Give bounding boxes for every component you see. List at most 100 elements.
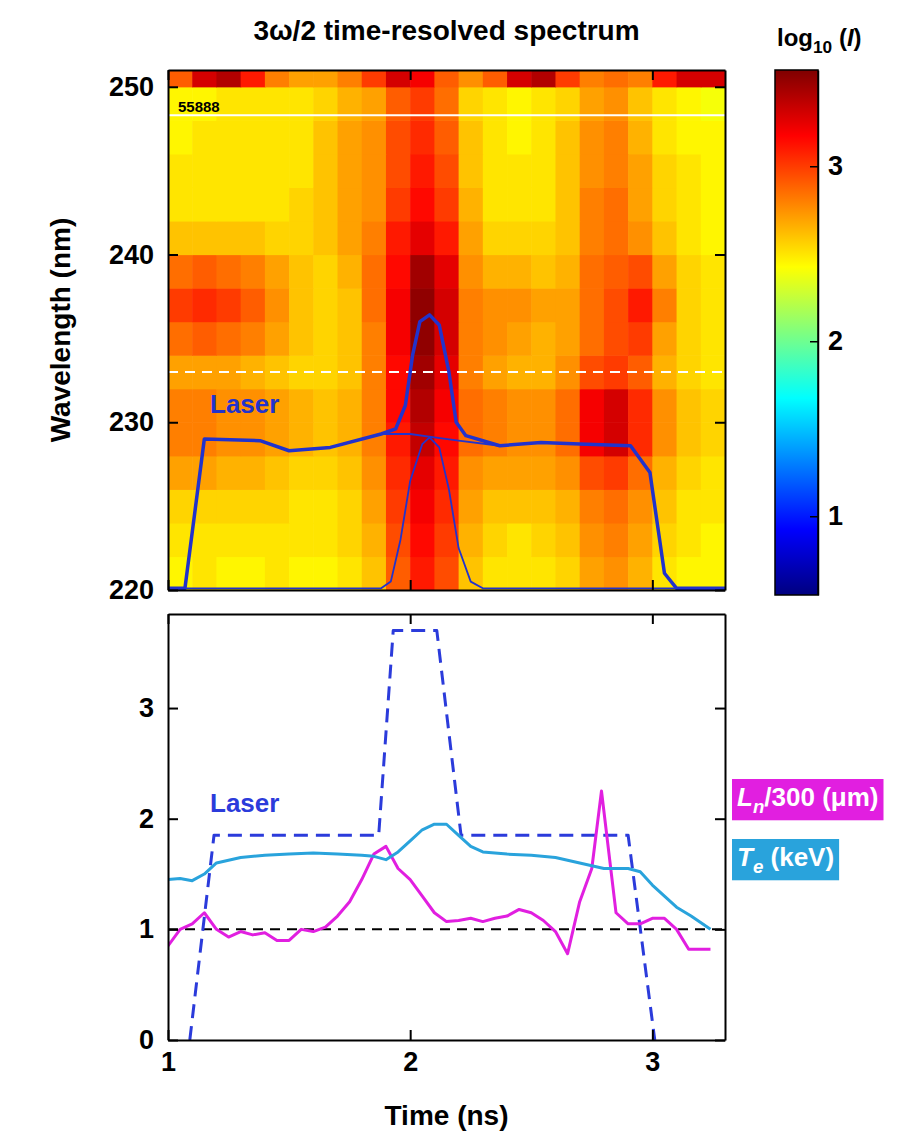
heatmap-cell	[628, 489, 653, 523]
heatmap-cell	[168, 255, 193, 289]
heatmap-cell	[168, 456, 193, 490]
heatmap-cell	[580, 288, 605, 322]
heatmap-cell	[313, 456, 338, 490]
tick: 250	[109, 72, 178, 102]
series-label: Laser	[210, 788, 279, 818]
heatmap-cell	[483, 288, 508, 322]
heatmap-cell	[362, 322, 387, 356]
heatmap-cell	[313, 154, 338, 188]
series-line	[168, 315, 725, 588]
tick-label: 240	[109, 240, 154, 270]
heatmap-cell	[168, 221, 193, 255]
heatmap-cell	[289, 154, 314, 188]
heatmap-cell	[628, 422, 653, 456]
heatmap-cell	[386, 187, 411, 221]
heatmap-cell	[313, 288, 338, 322]
heatmap-cell	[434, 556, 459, 590]
heatmap-cell	[168, 288, 193, 322]
series-label: Te (keV)	[732, 839, 839, 880]
heatmap-cell	[241, 523, 266, 557]
heatmap-cell	[362, 523, 387, 557]
heatmap-cell	[241, 556, 266, 590]
heatmap-cell	[241, 255, 266, 289]
heatmap-cell	[459, 523, 484, 557]
tick	[652, 70, 653, 80]
heatmap-cell	[531, 154, 556, 188]
series-label-text: Laser	[210, 788, 279, 818]
heatmap-cell	[241, 120, 266, 154]
tick: 2	[403, 1030, 418, 1077]
heatmap-cell	[531, 255, 556, 289]
heatmap-cell	[386, 154, 411, 188]
axis-xticks: 123	[161, 1030, 726, 1077]
heatmap-cell	[604, 556, 629, 590]
tick-label: 3	[828, 151, 843, 181]
heatmap-cell	[265, 70, 290, 87]
heatmap-cell	[701, 221, 725, 255]
heatmap-cell	[338, 255, 363, 289]
tick	[715, 422, 725, 423]
tick	[715, 87, 725, 88]
axis-xticks	[169, 614, 726, 624]
heatmap-cell	[555, 154, 580, 188]
heatmap-cell	[168, 120, 193, 154]
heatmap-cell	[265, 456, 290, 490]
tick-label: 220	[109, 575, 154, 605]
tick-mark	[715, 254, 725, 256]
heatmap-cell	[483, 154, 508, 188]
heatmap-cell	[459, 187, 484, 221]
tick	[410, 614, 411, 624]
heatmap-cell	[628, 187, 653, 221]
axis-yticks	[715, 615, 726, 1041]
heatmap-cell	[555, 389, 580, 423]
tick-mark	[410, 614, 412, 624]
axis-xticks	[169, 580, 726, 591]
heatmap-cell	[289, 322, 314, 356]
heatmap-cell	[701, 556, 725, 590]
heatmap-cell	[604, 288, 629, 322]
tick-mark	[410, 580, 412, 590]
tick: 2	[810, 326, 843, 356]
heatmap-cell	[265, 120, 290, 154]
heatmap-cell	[604, 255, 629, 289]
colorbar-label: log10 (I)	[777, 24, 862, 57]
heatmap-cell	[168, 322, 193, 356]
heatmap-cell	[241, 489, 266, 523]
heatmap-cell	[362, 489, 387, 523]
heatmap-cell	[338, 154, 363, 188]
heatmap-cell	[338, 456, 363, 490]
heatmap-cell	[677, 187, 702, 221]
heatmap-cell	[192, 70, 217, 87]
tick	[715, 255, 725, 256]
heatmap-cell	[531, 70, 556, 87]
heatmap-cell	[507, 154, 532, 188]
heatmap-cell	[677, 523, 702, 557]
tick-mark	[715, 708, 725, 710]
heatmap-cell	[580, 221, 605, 255]
heatmap-cell	[483, 456, 508, 490]
heatmap-cell	[580, 70, 605, 87]
axis-title: Time (ns)	[385, 1100, 509, 1131]
heatmap-cell	[265, 556, 290, 590]
heatmap-cell	[289, 120, 314, 154]
heatmap-cell	[289, 489, 314, 523]
heatmap-cell	[362, 120, 387, 154]
heatmap-cell	[507, 456, 532, 490]
heatmap-cell	[216, 120, 241, 154]
tick-label: 1	[828, 501, 843, 531]
heatmap-cell	[531, 556, 556, 590]
tick-mark	[652, 70, 654, 80]
heatmap-cell	[241, 288, 266, 322]
axis-line	[725, 615, 727, 1041]
chart-root: 123log10 (I)2202302402503ω/2 time-resolv…	[0, 0, 910, 1144]
heatmap-cell	[338, 288, 363, 322]
tick: 0	[139, 1025, 178, 1055]
heatmap-cell	[434, 187, 459, 221]
heatmap-cell	[604, 523, 629, 557]
heatmap-cell	[580, 187, 605, 221]
heatmap-cell	[531, 389, 556, 423]
heatmap-cell	[289, 70, 314, 87]
series-label-text: Ln/300 (μm)	[737, 782, 879, 817]
heatmap-cell	[386, 221, 411, 255]
heatmap-cell	[168, 422, 193, 456]
